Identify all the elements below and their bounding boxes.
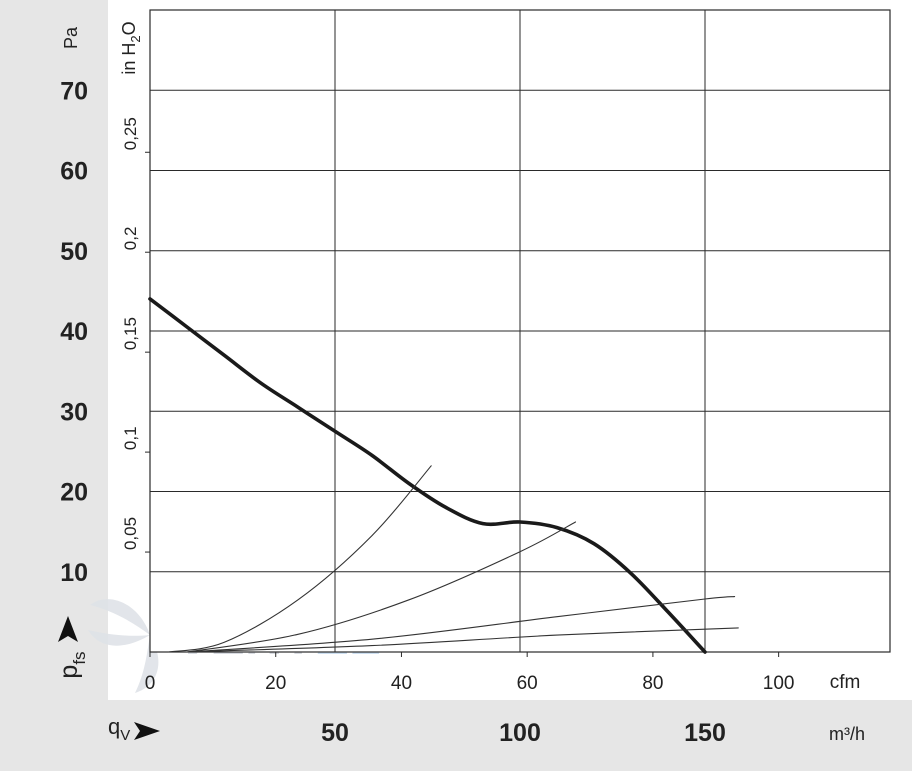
x-axis-arrow-icon xyxy=(134,722,160,740)
system-curve-line xyxy=(167,465,432,653)
x-axis-symbol: qV xyxy=(108,714,130,744)
y-axis-arrow-icon xyxy=(58,616,78,642)
y-tick-label: 30 xyxy=(60,398,88,426)
y-tick-label: 10 xyxy=(60,559,88,587)
y2-tick-label: 0,05 xyxy=(121,517,140,550)
x-tick-label: 150 xyxy=(684,719,726,747)
y-axis-symbol: pfs xyxy=(55,651,89,678)
y2-unit-inh2o: in H2O xyxy=(119,21,143,74)
x2-tick-label: 20 xyxy=(265,673,286,694)
x-unit-m3h: m³/h xyxy=(829,724,865,744)
x-axis-band xyxy=(0,700,912,771)
y2-tick-label: 0,15 xyxy=(121,317,140,350)
axis-labels: 10 20 30 40 50 60 70 0,05 0,1 0,15 0,2 0,25 50 100 150… xyxy=(60,77,794,747)
system-curve-line xyxy=(186,627,739,653)
x2-tick-label: 60 xyxy=(517,673,538,694)
y-tick-label: 50 xyxy=(60,238,88,266)
y-axis-band xyxy=(0,0,108,771)
system-curve-line xyxy=(186,521,577,653)
curves xyxy=(148,297,739,654)
y-unit-pa: Pa xyxy=(61,26,81,49)
x2-tick-label: 0 xyxy=(145,673,156,694)
y2-tick-label: 0,2 xyxy=(121,227,140,251)
x2-tick-label: 40 xyxy=(391,673,412,694)
system-curve-line xyxy=(186,596,736,653)
fan-curve-line xyxy=(148,297,707,654)
y-tick-label: 60 xyxy=(60,158,88,186)
x-tick-label: 100 xyxy=(499,719,541,747)
y2-tick-label: 0,1 xyxy=(121,426,140,450)
y2-tick-label: 0,25 xyxy=(121,117,140,150)
y-tick-label: 40 xyxy=(60,318,88,346)
x2-tick-label: 80 xyxy=(642,673,663,694)
x2-unit-cfm: cfm xyxy=(830,672,861,693)
y-tick-label: 70 xyxy=(60,77,88,105)
x-tick-label: 50 xyxy=(321,719,349,747)
grid xyxy=(145,9,891,657)
y-tick-label: 20 xyxy=(60,479,88,507)
x2-tick-label: 100 xyxy=(763,673,795,694)
